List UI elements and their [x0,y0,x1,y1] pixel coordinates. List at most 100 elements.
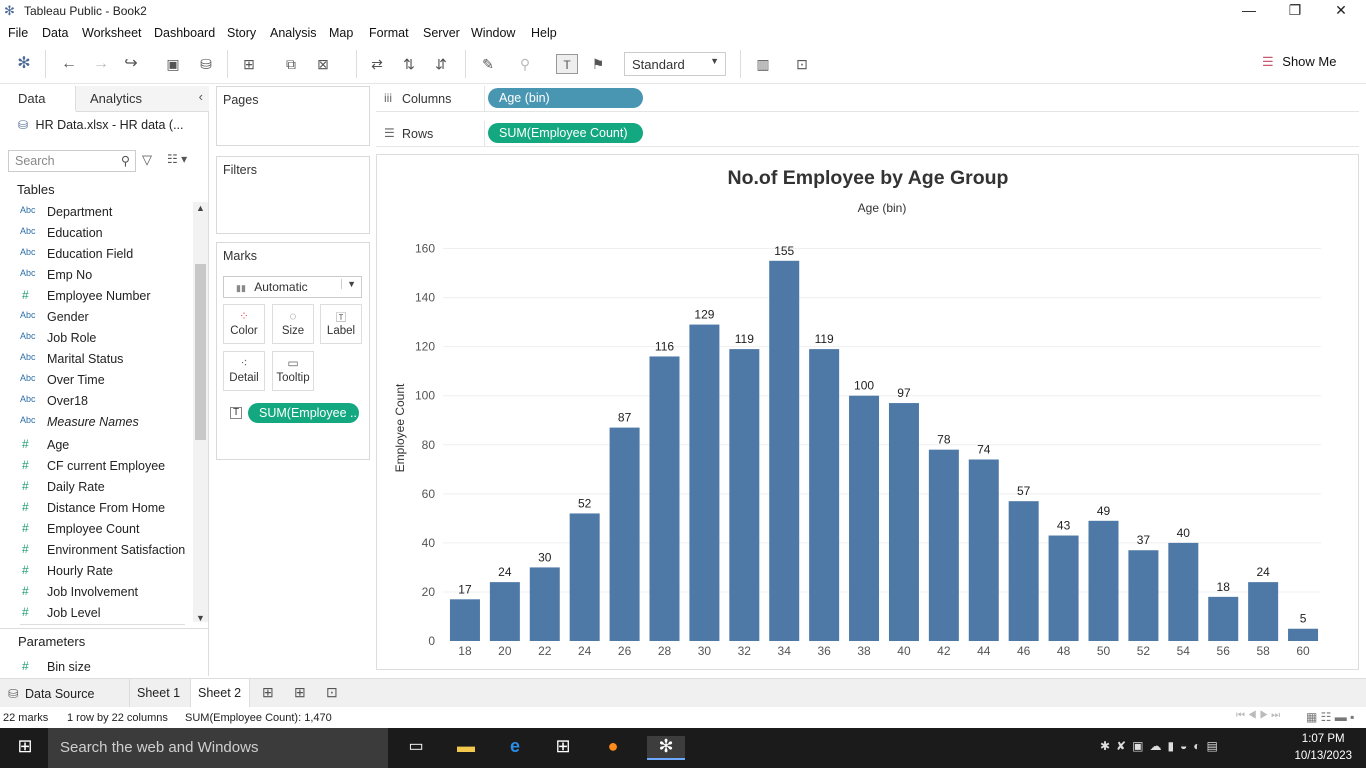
menu-dashboard[interactable]: Dashboard [154,26,216,40]
new-story-icon[interactable]: ⊡ [326,684,338,700]
field-item[interactable]: Abc Education [0,223,186,244]
field-item[interactable]: Abc Measure Names [0,412,186,433]
fix-axes-icon[interactable]: ⚑ [591,56,605,72]
new-worksheet-icon[interactable]: ⊞ [262,684,274,700]
system-tray-icons[interactable]: ✱✘▣☁▮◒◐▤ [1100,739,1224,753]
field-item[interactable]: # Employee Number [0,286,186,307]
tooltip-button[interactable]: ▭ Tooltip [272,351,314,391]
menu-file[interactable]: File [8,26,29,40]
replay-icon[interactable]: ↪ [124,55,138,72]
field-item[interactable]: Abc Education Field [0,244,186,265]
scrollbar-thumb[interactable] [195,264,206,440]
swap-rows-columns-icon[interactable]: ⇄ [371,56,383,72]
filters-card[interactable]: Filters [216,156,370,234]
edge-browser-icon[interactable]: e [509,736,520,756]
menu-server[interactable]: Server [423,26,460,40]
x-tick-label: 52 [1137,644,1151,658]
new-datasource-icon[interactable]: ⛁ [200,56,212,72]
task-view-icon[interactable]: ▭ [408,738,424,755]
presentation-mode-icon[interactable]: ⊡ [796,56,808,72]
firefox-icon[interactable]: ● [607,736,619,756]
field-search-input[interactable]: Search ⚲ [8,150,136,172]
datasource-item[interactable]: ⛁ HR Data.xlsx - HR data (... [18,118,184,132]
field-item[interactable]: Abc Emp No [0,265,186,286]
show-cards-icon[interactable]: ▥ [756,56,770,72]
store-icon[interactable]: ⊞ [555,736,571,756]
x-tick-label: 32 [738,644,752,658]
field-item[interactable]: Abc Over18 [0,391,186,412]
field-item[interactable]: # CF current Employee [0,456,186,477]
tab-sheet-1[interactable]: Sheet 1 [130,679,191,708]
clear-sheet-icon[interactable]: ⊠ [317,56,329,72]
menu-data[interactable]: Data [42,26,69,40]
marks-label-pill[interactable]: SUM(Employee .. [248,403,359,423]
menu-help[interactable]: Help [531,26,557,40]
field-item[interactable]: # Job Level [0,603,186,624]
field-item[interactable]: # Age [0,435,186,456]
collapse-pane-icon[interactable]: ‹ [198,89,203,104]
number-type-icon: # [22,288,29,302]
rows-pill-employee-count[interactable]: SUM(Employee Count) [488,123,643,143]
parameter-item[interactable]: # Bin size [0,657,186,678]
mark-type-select[interactable]: ▮▮ Automatic ▼ [223,276,362,298]
field-item[interactable]: # Environment Satisfaction [0,540,186,561]
scroll-up-icon[interactable]: ▲ [196,203,205,213]
sheet-view-icons[interactable]: ▦ ☷ ▬ ▪ [1306,710,1355,724]
sort-ascending-icon[interactable]: ⇅ [403,56,415,72]
taskbar-search-input[interactable]: Search the web and Windows [48,728,388,768]
save-icon[interactable]: ▣ [166,56,180,72]
minimize-icon[interactable]: — [1242,2,1256,18]
highlight-icon[interactable]: ✎ [482,56,494,72]
view-options-icon[interactable]: ☷ ▾ [167,152,188,166]
columns-pill-age-bin[interactable]: Age (bin) [488,88,643,108]
redo-icon[interactable]: → [93,55,109,72]
filter-icon[interactable]: ▽ [142,152,152,167]
field-item[interactable]: Abc Marital Status [0,349,186,370]
restore-icon[interactable]: ❐ [1288,2,1302,18]
fit-select[interactable]: Standard ▼ [624,52,726,76]
field-name: Job Involvement [47,585,139,599]
tableau-home-icon[interactable]: ✻ [17,55,31,72]
tab-data[interactable]: Data [0,86,76,112]
tab-data-source[interactable]: ⛁ Data Source [0,679,130,708]
duplicate-sheet-icon[interactable]: ⧉ [286,56,296,72]
sort-descending-icon[interactable]: ⇵ [435,56,447,72]
bar-value-label: 37 [1137,533,1151,547]
menu-window[interactable]: Window [471,26,516,40]
show-me-button[interactable]: ☰ Show Me [1262,54,1336,70]
pages-card[interactable]: Pages [216,86,370,146]
file-explorer-icon[interactable]: ▬ [457,736,475,756]
show-mark-labels-icon[interactable]: T [556,54,578,74]
new-worksheet-icon[interactable]: ⊞ [243,56,255,72]
detail-button[interactable]: ⁖ Detail [223,351,265,391]
color-button[interactable]: ⁘ Color [223,304,265,344]
menu-worksheet[interactable]: Worksheet [82,26,142,40]
field-item[interactable]: # Distance From Home [0,498,186,519]
field-item[interactable]: # Employee Count [0,519,186,540]
size-button[interactable]: ◌ Size [272,304,314,344]
group-members-icon[interactable]: ⚲ [519,56,531,72]
label-button[interactable]: 🅃 Label [320,304,362,344]
menu-analysis[interactable]: Analysis [270,26,317,40]
field-item[interactable]: Abc Over Time [0,370,186,391]
field-item[interactable]: # Daily Rate [0,477,186,498]
field-item[interactable]: Abc Job Role [0,328,186,349]
tableau-taskbar-icon[interactable]: ✻ [647,736,685,760]
close-icon[interactable]: ✕ [1335,2,1347,18]
scroll-down-icon[interactable]: ▼ [196,613,205,623]
menu-format[interactable]: Format [369,26,409,40]
field-item[interactable]: # Job Involvement [0,582,186,603]
tab-sheet-2[interactable]: Sheet 2 [191,679,250,708]
system-clock[interactable]: 1:07 PM 10/13/2023 [1294,731,1352,765]
menu-story[interactable]: Story [227,26,257,40]
sheet-nav-icons[interactable]: ⏮ ◀ ▶ ⏭ [1236,710,1281,721]
field-item[interactable]: # Hourly Rate [0,561,186,582]
field-item[interactable]: Abc Department [0,202,186,223]
tab-analytics[interactable]: Analytics ‹ [76,86,209,112]
windows-start-icon[interactable]: ⊞ [17,736,33,756]
field-item[interactable]: Abc Gender [0,307,186,328]
menu-map[interactable]: Map [329,26,354,40]
new-dashboard-icon[interactable]: ⊞ [294,684,306,700]
undo-icon[interactable]: ← [61,55,77,72]
bar-value-label: 155 [774,244,794,258]
